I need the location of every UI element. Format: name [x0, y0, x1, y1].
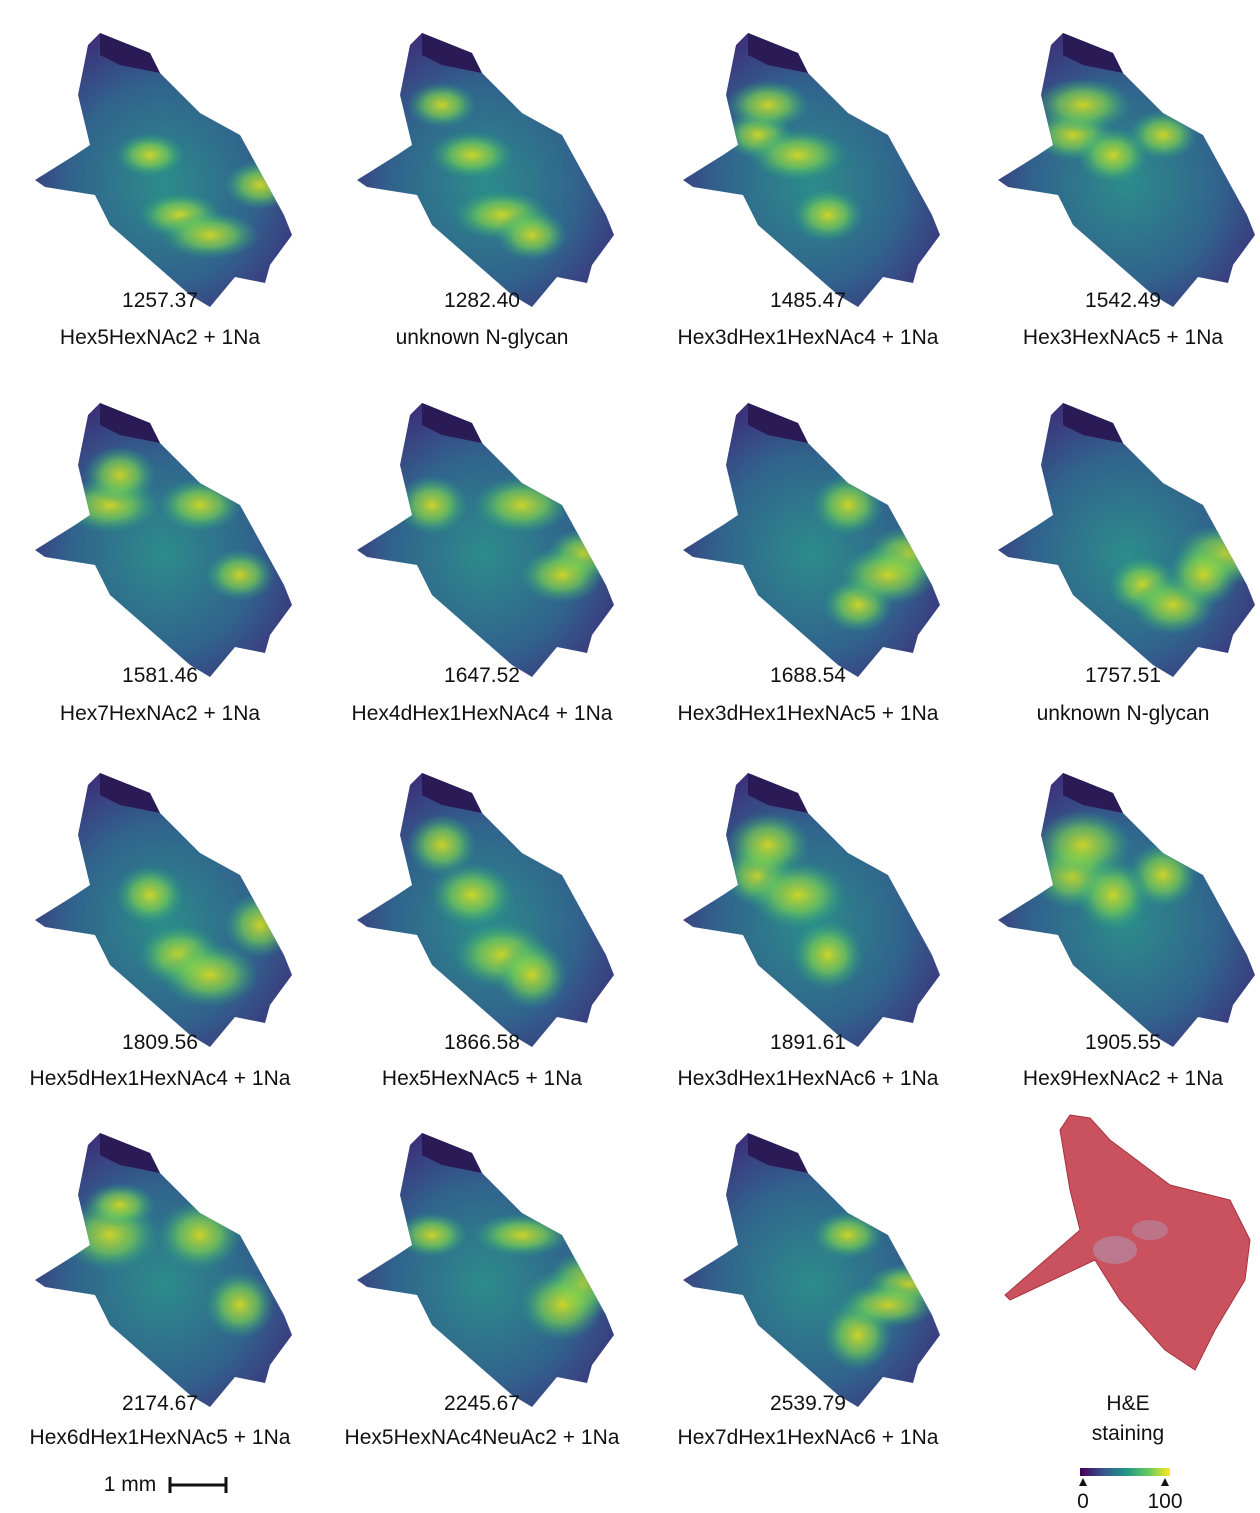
glycan-label: Hex3HexNAc5 + 1Na	[1023, 326, 1223, 349]
hotspot	[1167, 543, 1239, 607]
hotspot	[520, 547, 604, 603]
hotspot	[205, 549, 275, 601]
tissue-image	[998, 33, 1255, 307]
hotspot	[430, 131, 514, 179]
mz-label: 1757.51	[1085, 664, 1161, 687]
glycan-label: Hex3dHex1HexNAc6 + 1Na	[678, 1067, 939, 1090]
scale-bar-label: 1 mm	[104, 1473, 157, 1496]
hotspot	[792, 920, 864, 990]
mz-label: 1542.49	[1085, 289, 1161, 312]
glycan-label: Hex5HexNAc2 + 1Na	[60, 326, 260, 349]
colorbar-tick: 0	[1077, 1490, 1089, 1513]
mz-label: 1905.55	[1085, 1031, 1161, 1054]
hotspot	[812, 474, 884, 536]
mz-label: 1647.52	[444, 664, 520, 687]
hotspot	[407, 82, 477, 128]
mz-label: 1809.56	[122, 1031, 198, 1054]
tissue-image	[357, 33, 614, 307]
tissue-image	[357, 773, 614, 1047]
hotspot	[1077, 127, 1149, 183]
tissue-image	[683, 773, 940, 1047]
glycan-label: Hex6dHex1HexNAc5 + 1Na	[30, 1426, 291, 1449]
hotspot	[115, 133, 185, 177]
tissue-image	[35, 773, 296, 1047]
glycan-label: unknown N-glycan	[396, 326, 569, 349]
tissue-image	[683, 403, 950, 677]
glycan-label: Hex7dHex1HexNAc6 + 1Na	[678, 1426, 939, 1449]
hotspot	[473, 476, 571, 534]
hotspot	[1034, 78, 1132, 132]
hotspot	[520, 1269, 604, 1341]
he-caption: staining	[1092, 1422, 1164, 1445]
hotspots	[723, 812, 864, 990]
he-detail	[1132, 1220, 1168, 1240]
he-image	[1005, 1115, 1250, 1370]
hotspot	[396, 1212, 468, 1258]
hotspot	[84, 1183, 156, 1227]
tissue-image	[998, 773, 1255, 1047]
tissue-image	[35, 33, 296, 307]
hotspot	[158, 1200, 242, 1270]
hotspot	[792, 188, 864, 242]
hotspot	[205, 1271, 275, 1339]
hotspot	[812, 1211, 884, 1259]
hotspot	[496, 209, 568, 261]
mz-label: 1257.37	[122, 289, 198, 312]
mz-label: 2245.67	[444, 1392, 520, 1415]
glycan-label: Hex4dHex1HexNAc4 + 1Na	[352, 702, 613, 725]
hotspot	[749, 861, 847, 929]
figure: 1 mm 0 100 1257.37 Hex5HexNAc2 + 1Na 1282.…	[0, 0, 1260, 1513]
hotspot	[749, 129, 847, 181]
glycan-label: Hex3dHex1HexNAc4 + 1Na	[678, 326, 939, 349]
hotspot	[161, 211, 259, 259]
mz-label: 1282.40	[444, 289, 520, 312]
hotspot	[430, 863, 514, 927]
hotspot	[396, 475, 468, 535]
tissue-image	[357, 1133, 617, 1407]
hotspot	[224, 160, 296, 210]
mz-label: 1688.54	[770, 664, 846, 687]
hotspot	[473, 1213, 571, 1257]
glycan-label: Hex5dHex1HexNAc4 + 1Na	[30, 1067, 291, 1090]
he-detail	[1093, 1236, 1137, 1264]
hotspot	[839, 545, 937, 605]
glycan-label: Hex5HexNAc5 + 1Na	[382, 1067, 582, 1090]
tissue-image	[683, 33, 940, 307]
he-caption: H&E	[1106, 1392, 1149, 1415]
tissue	[35, 1133, 292, 1407]
hotspot	[496, 941, 568, 1009]
glycan-label: Hex5HexNAc4NeuAc2 + 1Na	[345, 1426, 620, 1449]
glycan-label: Hex3dHex1HexNAc5 + 1Na	[678, 702, 939, 725]
mz-label: 1581.46	[122, 664, 198, 687]
hotspot	[84, 446, 156, 504]
mz-label: 2174.67	[122, 1392, 198, 1415]
hotspot	[1077, 859, 1149, 931]
colorbar: 0 100	[1077, 1468, 1182, 1513]
mz-label: 1485.47	[770, 289, 846, 312]
page: 1 mm 0 100 1257.37 Hex5HexNAc2 + 1Na 1282.…	[0, 0, 1260, 1513]
colorbar-tick: 100	[1147, 1490, 1182, 1513]
hotspot	[224, 892, 296, 958]
tissue-image	[35, 1133, 292, 1407]
glycan-label: Hex9HexNAc2 + 1Na	[1023, 1067, 1223, 1090]
hotspot	[726, 80, 810, 130]
hotspot	[839, 1282, 937, 1328]
hotspot	[115, 865, 185, 925]
tissue-image	[35, 403, 292, 677]
hotspot	[158, 478, 242, 532]
tissue-image	[357, 403, 617, 677]
scale-bar: 1 mm	[104, 1473, 226, 1496]
mz-label: 2539.79	[770, 1392, 846, 1415]
mz-label: 1891.61	[770, 1031, 846, 1054]
glycan-label: Hex7HexNAc2 + 1Na	[60, 702, 260, 725]
tissue	[35, 403, 292, 677]
tissue-image	[683, 1133, 950, 1407]
glycan-label: unknown N-glycan	[1037, 702, 1210, 725]
mz-label: 1866.58	[444, 1031, 520, 1054]
tissue-image	[998, 403, 1260, 677]
